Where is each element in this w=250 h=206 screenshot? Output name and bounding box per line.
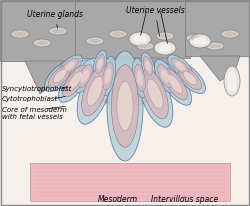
Ellipse shape — [134, 64, 145, 92]
Ellipse shape — [58, 55, 82, 77]
Ellipse shape — [142, 69, 168, 119]
Ellipse shape — [137, 61, 173, 127]
Ellipse shape — [221, 30, 239, 38]
Ellipse shape — [82, 66, 108, 116]
FancyBboxPatch shape — [75, 0, 190, 58]
Text: Intervillous space: Intervillous space — [152, 195, 218, 204]
Ellipse shape — [52, 29, 64, 33]
Ellipse shape — [209, 44, 221, 48]
Ellipse shape — [206, 42, 224, 50]
Ellipse shape — [53, 69, 67, 83]
Ellipse shape — [86, 37, 104, 45]
Polygon shape — [200, 56, 240, 81]
Ellipse shape — [121, 75, 139, 87]
Ellipse shape — [33, 39, 51, 47]
Ellipse shape — [143, 56, 153, 76]
Ellipse shape — [14, 32, 26, 36]
Ellipse shape — [175, 62, 185, 70]
Ellipse shape — [183, 71, 197, 85]
Ellipse shape — [61, 58, 79, 74]
FancyBboxPatch shape — [185, 0, 250, 56]
Ellipse shape — [81, 69, 89, 83]
Ellipse shape — [48, 64, 72, 88]
Ellipse shape — [112, 32, 124, 36]
Ellipse shape — [158, 64, 172, 88]
Ellipse shape — [89, 39, 101, 43]
Polygon shape — [25, 61, 65, 94]
Ellipse shape — [145, 61, 151, 71]
Ellipse shape — [62, 65, 88, 97]
Polygon shape — [85, 58, 180, 111]
Text: Syncytiotrophoblast: Syncytiotrophoblast — [2, 86, 72, 92]
Ellipse shape — [158, 63, 192, 105]
Ellipse shape — [93, 50, 107, 78]
Ellipse shape — [129, 32, 151, 46]
Ellipse shape — [171, 58, 189, 74]
Ellipse shape — [137, 70, 143, 86]
FancyBboxPatch shape — [0, 0, 80, 61]
Ellipse shape — [97, 59, 103, 69]
Ellipse shape — [154, 59, 176, 93]
Ellipse shape — [174, 62, 206, 94]
Ellipse shape — [162, 68, 188, 100]
Ellipse shape — [192, 37, 208, 45]
Text: Cytotrophoblast: Cytotrophoblast — [2, 96, 58, 102]
Ellipse shape — [87, 76, 103, 106]
Ellipse shape — [141, 52, 155, 80]
Ellipse shape — [105, 83, 125, 98]
Text: Core of mesoderm
with fetal vessels: Core of mesoderm with fetal vessels — [2, 107, 67, 119]
Ellipse shape — [95, 54, 105, 74]
Ellipse shape — [100, 56, 116, 96]
Text: Uterine glands: Uterine glands — [27, 10, 83, 28]
Ellipse shape — [161, 69, 169, 83]
Ellipse shape — [168, 74, 182, 94]
Ellipse shape — [224, 32, 236, 36]
Ellipse shape — [68, 71, 82, 91]
Ellipse shape — [147, 79, 163, 109]
Ellipse shape — [49, 27, 67, 35]
Ellipse shape — [154, 41, 176, 55]
Ellipse shape — [132, 35, 148, 43]
Ellipse shape — [139, 44, 151, 48]
Ellipse shape — [156, 32, 174, 40]
Ellipse shape — [224, 66, 240, 96]
Ellipse shape — [36, 41, 48, 45]
Ellipse shape — [189, 36, 201, 40]
Ellipse shape — [178, 66, 202, 90]
Ellipse shape — [58, 60, 92, 102]
Ellipse shape — [77, 58, 113, 124]
Text: Uterine vessels: Uterine vessels — [126, 6, 184, 36]
Ellipse shape — [105, 68, 111, 84]
Ellipse shape — [136, 42, 154, 50]
Ellipse shape — [102, 66, 118, 76]
Ellipse shape — [132, 58, 148, 98]
Ellipse shape — [158, 44, 172, 52]
Ellipse shape — [78, 64, 92, 88]
Ellipse shape — [186, 34, 204, 42]
Ellipse shape — [168, 55, 192, 77]
Ellipse shape — [44, 61, 76, 91]
Ellipse shape — [227, 70, 237, 92]
Ellipse shape — [65, 62, 75, 70]
Ellipse shape — [102, 62, 114, 90]
Ellipse shape — [11, 30, 29, 38]
FancyBboxPatch shape — [30, 163, 230, 201]
Ellipse shape — [109, 30, 127, 38]
Text: Mesoderm: Mesoderm — [98, 195, 138, 204]
Ellipse shape — [74, 59, 96, 93]
Ellipse shape — [107, 51, 143, 161]
Ellipse shape — [189, 34, 211, 48]
Ellipse shape — [112, 65, 138, 147]
Ellipse shape — [159, 34, 171, 38]
Ellipse shape — [117, 81, 133, 131]
